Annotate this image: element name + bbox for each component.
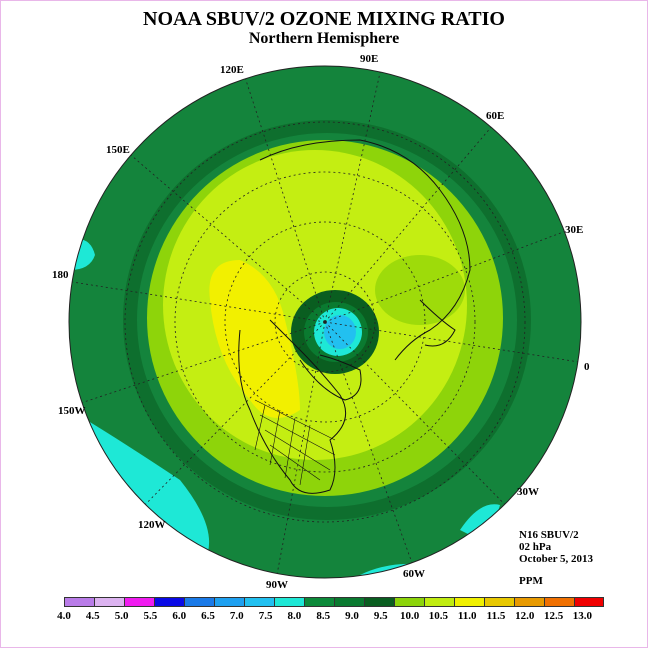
label-120W: 120W bbox=[138, 519, 166, 531]
label-90E: 90E bbox=[360, 53, 378, 65]
coastline-greenland bbox=[299, 354, 362, 401]
label-30W: 30W bbox=[517, 486, 539, 498]
coastline-eurasia bbox=[259, 139, 471, 361]
info-satellite: N16 SBUV/2 bbox=[519, 529, 579, 541]
colorbar-tick-label: 8.0 bbox=[287, 610, 302, 622]
info-date: October 5, 2013 bbox=[519, 553, 594, 565]
colorbar-segment bbox=[274, 597, 304, 607]
info-units: PPM bbox=[519, 575, 543, 587]
map-title: NOAA SBUV/2 OZONE MIXING RATIO bbox=[143, 8, 505, 30]
colorbar-segment bbox=[424, 597, 454, 607]
map-subtitle: Northern Hemisphere bbox=[248, 30, 400, 47]
colorbar-tick-label: 4.5 bbox=[85, 610, 100, 622]
colorbar-tick-label: 9.5 bbox=[373, 610, 388, 622]
colorbar-tick-label: 11.0 bbox=[457, 610, 477, 622]
colorbar-tick-label: 5.0 bbox=[114, 610, 129, 622]
colorbar-segment bbox=[124, 597, 154, 607]
label-120E: 120E bbox=[220, 64, 244, 76]
colorbar-tick-label: 9.0 bbox=[345, 610, 359, 622]
band-9.5-patch bbox=[375, 255, 465, 325]
colorbar-segment bbox=[214, 597, 244, 607]
label-150E: 150E bbox=[106, 144, 130, 156]
label-150W: 150W bbox=[58, 405, 86, 417]
colorbar-segment bbox=[184, 597, 214, 607]
colorbar-tick-label: 13.0 bbox=[572, 610, 593, 622]
colorbar-segment bbox=[334, 597, 364, 607]
edge-patch-30W bbox=[460, 504, 500, 535]
label-90W: 90W bbox=[266, 579, 288, 591]
usa-state-lines bbox=[254, 399, 336, 486]
colorbar-segment bbox=[574, 597, 604, 607]
colorbar-segment bbox=[244, 597, 274, 607]
colorbar-tick-label: 12.0 bbox=[515, 610, 535, 622]
colorbar-segment bbox=[94, 597, 124, 607]
label-30E: 30E bbox=[565, 224, 583, 236]
map-border bbox=[68, 65, 582, 579]
coastline-europe bbox=[419, 299, 456, 347]
coastline-north-america bbox=[238, 319, 347, 494]
label-60E: 60E bbox=[486, 110, 504, 122]
colorbar-tick-label: 4.0 bbox=[57, 610, 71, 622]
colorbar-tick-label: 5.5 bbox=[143, 610, 158, 622]
colorbar-tick-label: 11.5 bbox=[486, 610, 506, 622]
colorbar-segment bbox=[364, 597, 394, 607]
colorbar-tick-label: 10.5 bbox=[428, 610, 449, 622]
polar-ring-7.5 bbox=[324, 315, 356, 349]
info-level: 02 hPa bbox=[519, 541, 552, 553]
label-180: 180 bbox=[52, 269, 69, 281]
edge-patch-150W bbox=[70, 410, 210, 560]
colorbar bbox=[64, 597, 604, 607]
colorbar-segment bbox=[484, 597, 514, 607]
colorbar-segment bbox=[304, 597, 334, 607]
colorbar-segment bbox=[514, 597, 544, 607]
colorbar-segment bbox=[394, 597, 424, 607]
colorbar-tick-label: 12.5 bbox=[543, 610, 564, 622]
colorbar-segment bbox=[64, 597, 94, 607]
colorbar-tick-label: 7.0 bbox=[229, 610, 244, 622]
colorbar-tick-label: 6.5 bbox=[201, 610, 215, 622]
colorbar-tick-label: 6.0 bbox=[172, 610, 187, 622]
band-10.5 bbox=[209, 260, 300, 418]
label-60W: 60W bbox=[403, 568, 425, 580]
colorbar-segment bbox=[544, 597, 574, 607]
colorbar-tick-label: 7.5 bbox=[258, 610, 273, 622]
label-0: 0 bbox=[584, 361, 590, 373]
colorbar-segment bbox=[154, 597, 184, 607]
colorbar-tick-label: 8.5 bbox=[316, 610, 331, 622]
colorbar-tick-label: 10.0 bbox=[399, 610, 420, 622]
colorbar-segment bbox=[454, 597, 484, 607]
